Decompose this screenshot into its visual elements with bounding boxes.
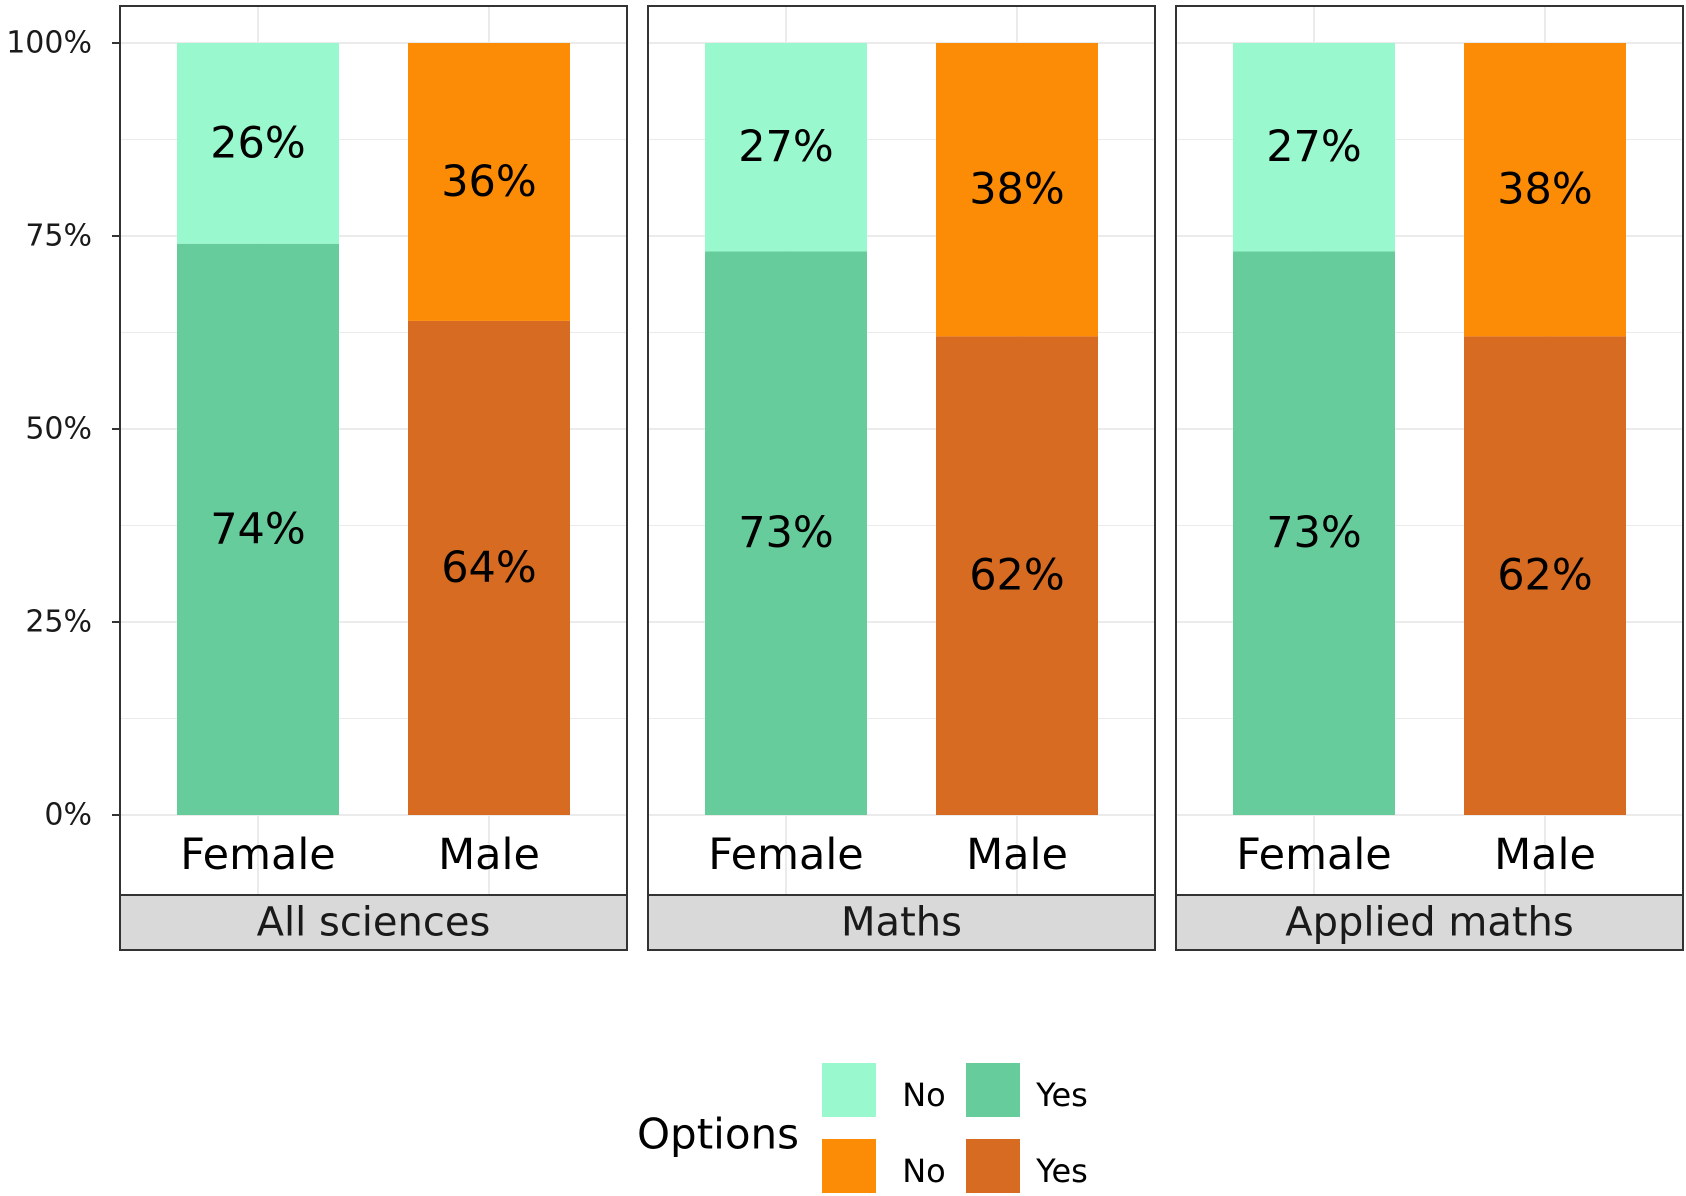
data-label-male-no: 38% — [1497, 165, 1593, 215]
legend-title: Options — [637, 1110, 799, 1159]
x-tick-label-male: Male — [438, 830, 540, 880]
bar-female-yes — [705, 251, 867, 815]
y-tick-label: 0% — [44, 798, 92, 833]
data-label-female-yes: 73% — [1266, 508, 1362, 558]
x-tick-label-female: Female — [1236, 830, 1391, 880]
facet-strip — [647, 894, 1156, 951]
data-label-male-no: 38% — [969, 165, 1065, 215]
y-tick-label: 100% — [6, 26, 92, 61]
x-tick-label-female: Female — [180, 830, 335, 880]
x-tick-label-male: Male — [1494, 830, 1596, 880]
legend-swatch-2 — [822, 1139, 876, 1193]
data-label-female-yes: 74% — [210, 504, 306, 554]
bar-male-yes — [1464, 336, 1626, 815]
panel-0: 74% 26% Female 64% 36% Male All sciences — [119, 5, 628, 951]
facet-strip-label: Maths — [841, 900, 962, 946]
panel-2: 73% 27% Female 62% 38% Male Applied maths — [1175, 5, 1684, 951]
data-label-female-no: 27% — [738, 122, 834, 172]
bar-female-yes — [1233, 251, 1395, 815]
legend-label-1: Yes — [1035, 1076, 1088, 1114]
legend: Options No Yes No Yes — [637, 1063, 1088, 1193]
legend-swatch-0 — [822, 1063, 876, 1117]
data-label-male-yes: 62% — [969, 551, 1065, 601]
data-label-male-yes: 64% — [441, 543, 537, 593]
facet-strip — [1175, 894, 1684, 951]
legend-swatch-1 — [966, 1063, 1020, 1117]
x-tick-label-female: Female — [708, 830, 863, 880]
bar-female-no — [705, 43, 867, 252]
legend-label-0: No — [902, 1076, 946, 1114]
bar-male-no — [936, 43, 1098, 337]
data-label-female-no: 27% — [1266, 122, 1362, 172]
data-label-female-no: 26% — [210, 118, 306, 168]
legend-label-2: No — [902, 1152, 946, 1190]
data-label-male-no: 36% — [441, 157, 537, 207]
bar-female-no — [1233, 43, 1395, 252]
facet-strip — [119, 894, 628, 951]
y-tick-label: 75% — [25, 219, 92, 254]
bar-male-yes — [408, 320, 570, 815]
bar-male-yes — [936, 336, 1098, 815]
y-tick-label: 50% — [25, 412, 92, 447]
facet-strip-label: All sciences — [257, 900, 491, 946]
data-label-female-yes: 73% — [738, 508, 834, 558]
x-tick-label-male: Male — [966, 830, 1068, 880]
bar-male-no — [408, 43, 570, 321]
panels: 74% 26% Female 64% 36% Male All sciences 73% 27%… — [119, 5, 1684, 951]
legend-swatch-3 — [966, 1139, 1020, 1193]
data-label-male-yes: 62% — [1497, 551, 1593, 601]
y-tick-label: 25% — [25, 605, 92, 640]
facet-strip-label: Applied maths — [1285, 900, 1573, 946]
bar-male-no — [1464, 43, 1626, 337]
legend-label-3: Yes — [1035, 1152, 1088, 1190]
bar-female-no — [177, 43, 339, 244]
bar-female-yes — [177, 243, 339, 816]
y-axis: 0% 25% 50% 75% 100% — [6, 26, 120, 833]
